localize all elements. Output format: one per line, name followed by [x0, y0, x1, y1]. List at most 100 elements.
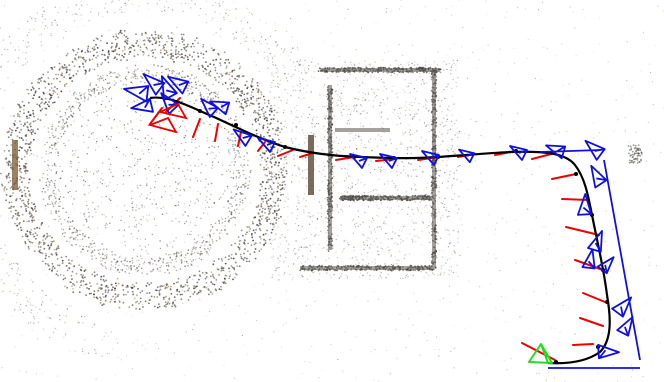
point: [390, 263, 393, 266]
point: [175, 251, 178, 254]
point: [124, 271, 127, 273]
point: [188, 82, 191, 84]
point: [95, 211, 97, 213]
point: [341, 210, 344, 212]
point: [61, 74, 63, 77]
point: [47, 82, 50, 85]
point: [340, 112, 343, 114]
point: [222, 107, 224, 110]
point: [341, 251, 344, 253]
point: [108, 168, 111, 171]
point: [369, 65, 371, 67]
point: [59, 120, 61, 123]
point: [251, 236, 254, 239]
point: [226, 185, 229, 188]
point: [176, 73, 178, 75]
point: [259, 163, 262, 166]
point: [112, 0, 114, 2]
point: [335, 151, 337, 153]
point: [246, 151, 248, 154]
point: [413, 132, 416, 134]
point: [101, 243, 103, 245]
point: [264, 217, 267, 220]
point: [85, 70, 87, 73]
point: [92, 88, 94, 90]
point: [363, 152, 365, 154]
point: [102, 275, 105, 277]
point: [24, 205, 27, 208]
point: [329, 274, 332, 276]
point: [112, 265, 114, 268]
point: [404, 277, 407, 279]
point: [405, 101, 407, 103]
point: [37, 78, 40, 81]
point: [179, 189, 182, 191]
point: [173, 282, 175, 285]
point: [298, 202, 300, 204]
point: [233, 143, 235, 146]
point: [214, 157, 216, 160]
point: [312, 118, 314, 120]
point: [19, 274, 21, 276]
point: [194, 84, 197, 86]
point: [86, 124, 88, 127]
point: [262, 124, 265, 127]
point: [273, 217, 276, 220]
point: [110, 97, 113, 100]
point: [413, 88, 416, 90]
point: [32, 113, 35, 116]
point: [152, 263, 154, 265]
point: [196, 99, 198, 101]
point: [165, 305, 167, 308]
point: [233, 209, 236, 212]
point: [376, 94, 378, 97]
point: [277, 182, 280, 185]
point: [359, 84, 361, 87]
point: [299, 77, 301, 79]
point: [440, 202, 442, 204]
point: [150, 258, 153, 260]
point: [165, 143, 167, 146]
point: [194, 241, 196, 244]
point: [232, 177, 234, 179]
point: [29, 303, 32, 305]
point: [57, 154, 59, 157]
point: [32, 290, 34, 292]
point: [270, 158, 272, 161]
point: [359, 224, 361, 226]
point: [123, 34, 126, 37]
point: [404, 172, 407, 174]
point: [64, 285, 66, 288]
point: [81, 4, 83, 7]
point: [352, 139, 355, 141]
point: [421, 230, 423, 232]
point: [73, 65, 76, 68]
point: [158, 256, 161, 259]
point: [7, 174, 10, 177]
point: [165, 303, 167, 306]
point: [455, 169, 458, 171]
point: [314, 256, 316, 258]
point: [166, 54, 169, 57]
point: [423, 142, 425, 144]
point: [204, 67, 207, 70]
point: [205, 178, 207, 180]
point: [338, 192, 340, 194]
point: [262, 152, 265, 155]
point: [207, 88, 210, 91]
point: [438, 131, 441, 133]
point: [273, 223, 275, 225]
point: [369, 274, 371, 277]
point: [357, 191, 360, 193]
point: [48, 255, 50, 258]
point: [91, 255, 93, 257]
point: [143, 43, 146, 46]
point: [89, 93, 91, 96]
point: [290, 140, 293, 143]
point: [56, 270, 59, 273]
point: [209, 198, 211, 201]
point: [65, 117, 68, 120]
point: [335, 238, 337, 241]
point: [251, 14, 254, 16]
point: [281, 184, 284, 187]
